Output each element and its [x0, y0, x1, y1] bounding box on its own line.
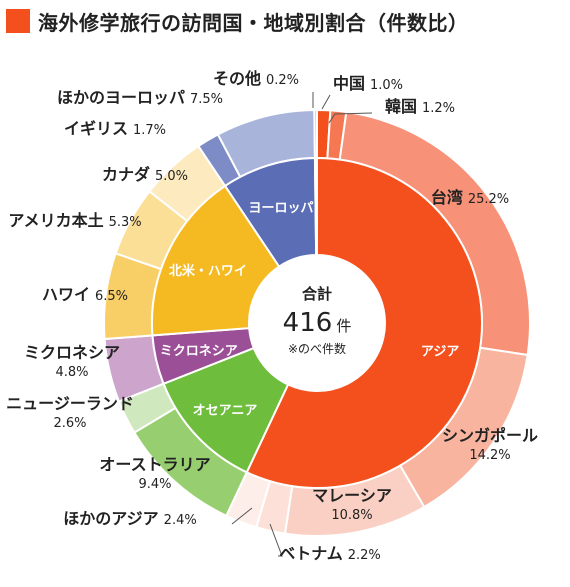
slice-value: 5.0% [155, 169, 188, 184]
slice-label: その他 0.2% [213, 69, 299, 88]
inner-slice [151, 184, 281, 337]
slice-value: 1.0% [370, 78, 403, 93]
slice-label: ニュージーランド 2.6% [6, 394, 134, 431]
slice-label: 中国 1.0% [333, 74, 403, 93]
slice-label: ベトナム 2.2% [279, 544, 381, 563]
slice-value: 6.5% [95, 289, 128, 304]
slice-value: 7.5% [190, 92, 223, 107]
region-label: 北米・ハワイ [169, 263, 247, 279]
center-total: 416 件 [283, 308, 352, 338]
slice-name: ほかのヨーロッパ [57, 88, 185, 107]
slice-label: シンガポール 14.2% [442, 426, 538, 463]
center-note: ※のべ件数 [288, 341, 346, 356]
center-total-value: 416 [283, 308, 333, 338]
slice-value: 4.8% [55, 365, 88, 380]
slice-value: 9.4% [138, 477, 171, 492]
chart-title: 海外修学旅行の訪問国・地域別割合（件数比） [38, 10, 469, 35]
region-label: ミクロネシア [160, 344, 238, 359]
slice-label: イギリス 1.7% [64, 119, 166, 138]
slice-name: 韓国 [385, 97, 417, 116]
region-label: オセアニア [193, 403, 258, 418]
slice-label: アメリカ本土 5.3% [8, 211, 141, 230]
slice-value: 10.8% [331, 508, 372, 523]
slice-value: 1.7% [133, 123, 166, 138]
slice-label: ほかのアジア 2.4% [63, 509, 196, 528]
slice-label: ほかのヨーロッパ 7.5% [57, 88, 223, 107]
slice-name: ハワイ [42, 285, 90, 304]
slice-name: その他 [213, 69, 261, 88]
slice-value: 14.2% [469, 448, 510, 463]
slice-label: オーストラリア 9.4% [99, 455, 210, 492]
leader-line [328, 112, 373, 124]
slice-label: ハワイ 6.5% [42, 285, 128, 304]
leader-line [269, 523, 283, 557]
center-hole [250, 256, 384, 390]
slice-name: カナダ [102, 165, 150, 184]
inner-slice [245, 156, 483, 489]
slice-name: オーストラリア [99, 455, 210, 474]
labels: 中国 1.0% 韓国 1.2% 台湾 25.2% シンガポール 14.2% マレーシア 10.8%… [6, 69, 538, 563]
slice-name: シンガポール [442, 426, 538, 445]
slice-name: ベトナム [279, 544, 343, 563]
outer-slice [313, 108, 318, 160]
slice-value: 0.2% [266, 73, 299, 88]
slice-value: 2.2% [348, 548, 381, 563]
leader-line [231, 507, 253, 525]
slice-name: ほかのアジア [63, 509, 158, 528]
slice-name: イギリス [64, 119, 128, 138]
slice-name: 台湾 [431, 188, 463, 207]
title-marker [6, 9, 30, 33]
inner-slice [313, 156, 318, 257]
slice-name: 中国 [333, 74, 365, 93]
slice-label: ミクロネシア 4.8% [24, 343, 120, 380]
center-total-unit: 件 [336, 317, 351, 335]
slice-name: アメリカ本土 [8, 211, 103, 230]
slice-name: マレーシア [312, 486, 392, 505]
slice-label: カナダ 5.0% [102, 165, 188, 184]
slice-name: ニュージーランド [6, 394, 134, 413]
slice-label: 台湾 25.2% [431, 188, 509, 207]
slice-value: 1.2% [422, 101, 455, 116]
slice-label: マレーシア 10.8% [312, 486, 392, 523]
inner-ring [151, 156, 483, 489]
region-label: アジア [421, 345, 459, 360]
leader-line [321, 94, 331, 110]
slice-value: 2.4% [164, 513, 197, 528]
slice-value: 2.6% [53, 416, 86, 431]
slice-value: 25.2% [468, 192, 509, 207]
slice-label: 韓国 1.2% [385, 97, 455, 116]
slice-name: ミクロネシア [24, 343, 120, 362]
center-label: 合計 [301, 285, 332, 303]
region-label: ヨーロッパ [248, 201, 313, 216]
slice-value: 5.3% [109, 215, 142, 230]
title-bar: 海外修学旅行の訪問国・地域別割合（件数比） [6, 6, 469, 36]
